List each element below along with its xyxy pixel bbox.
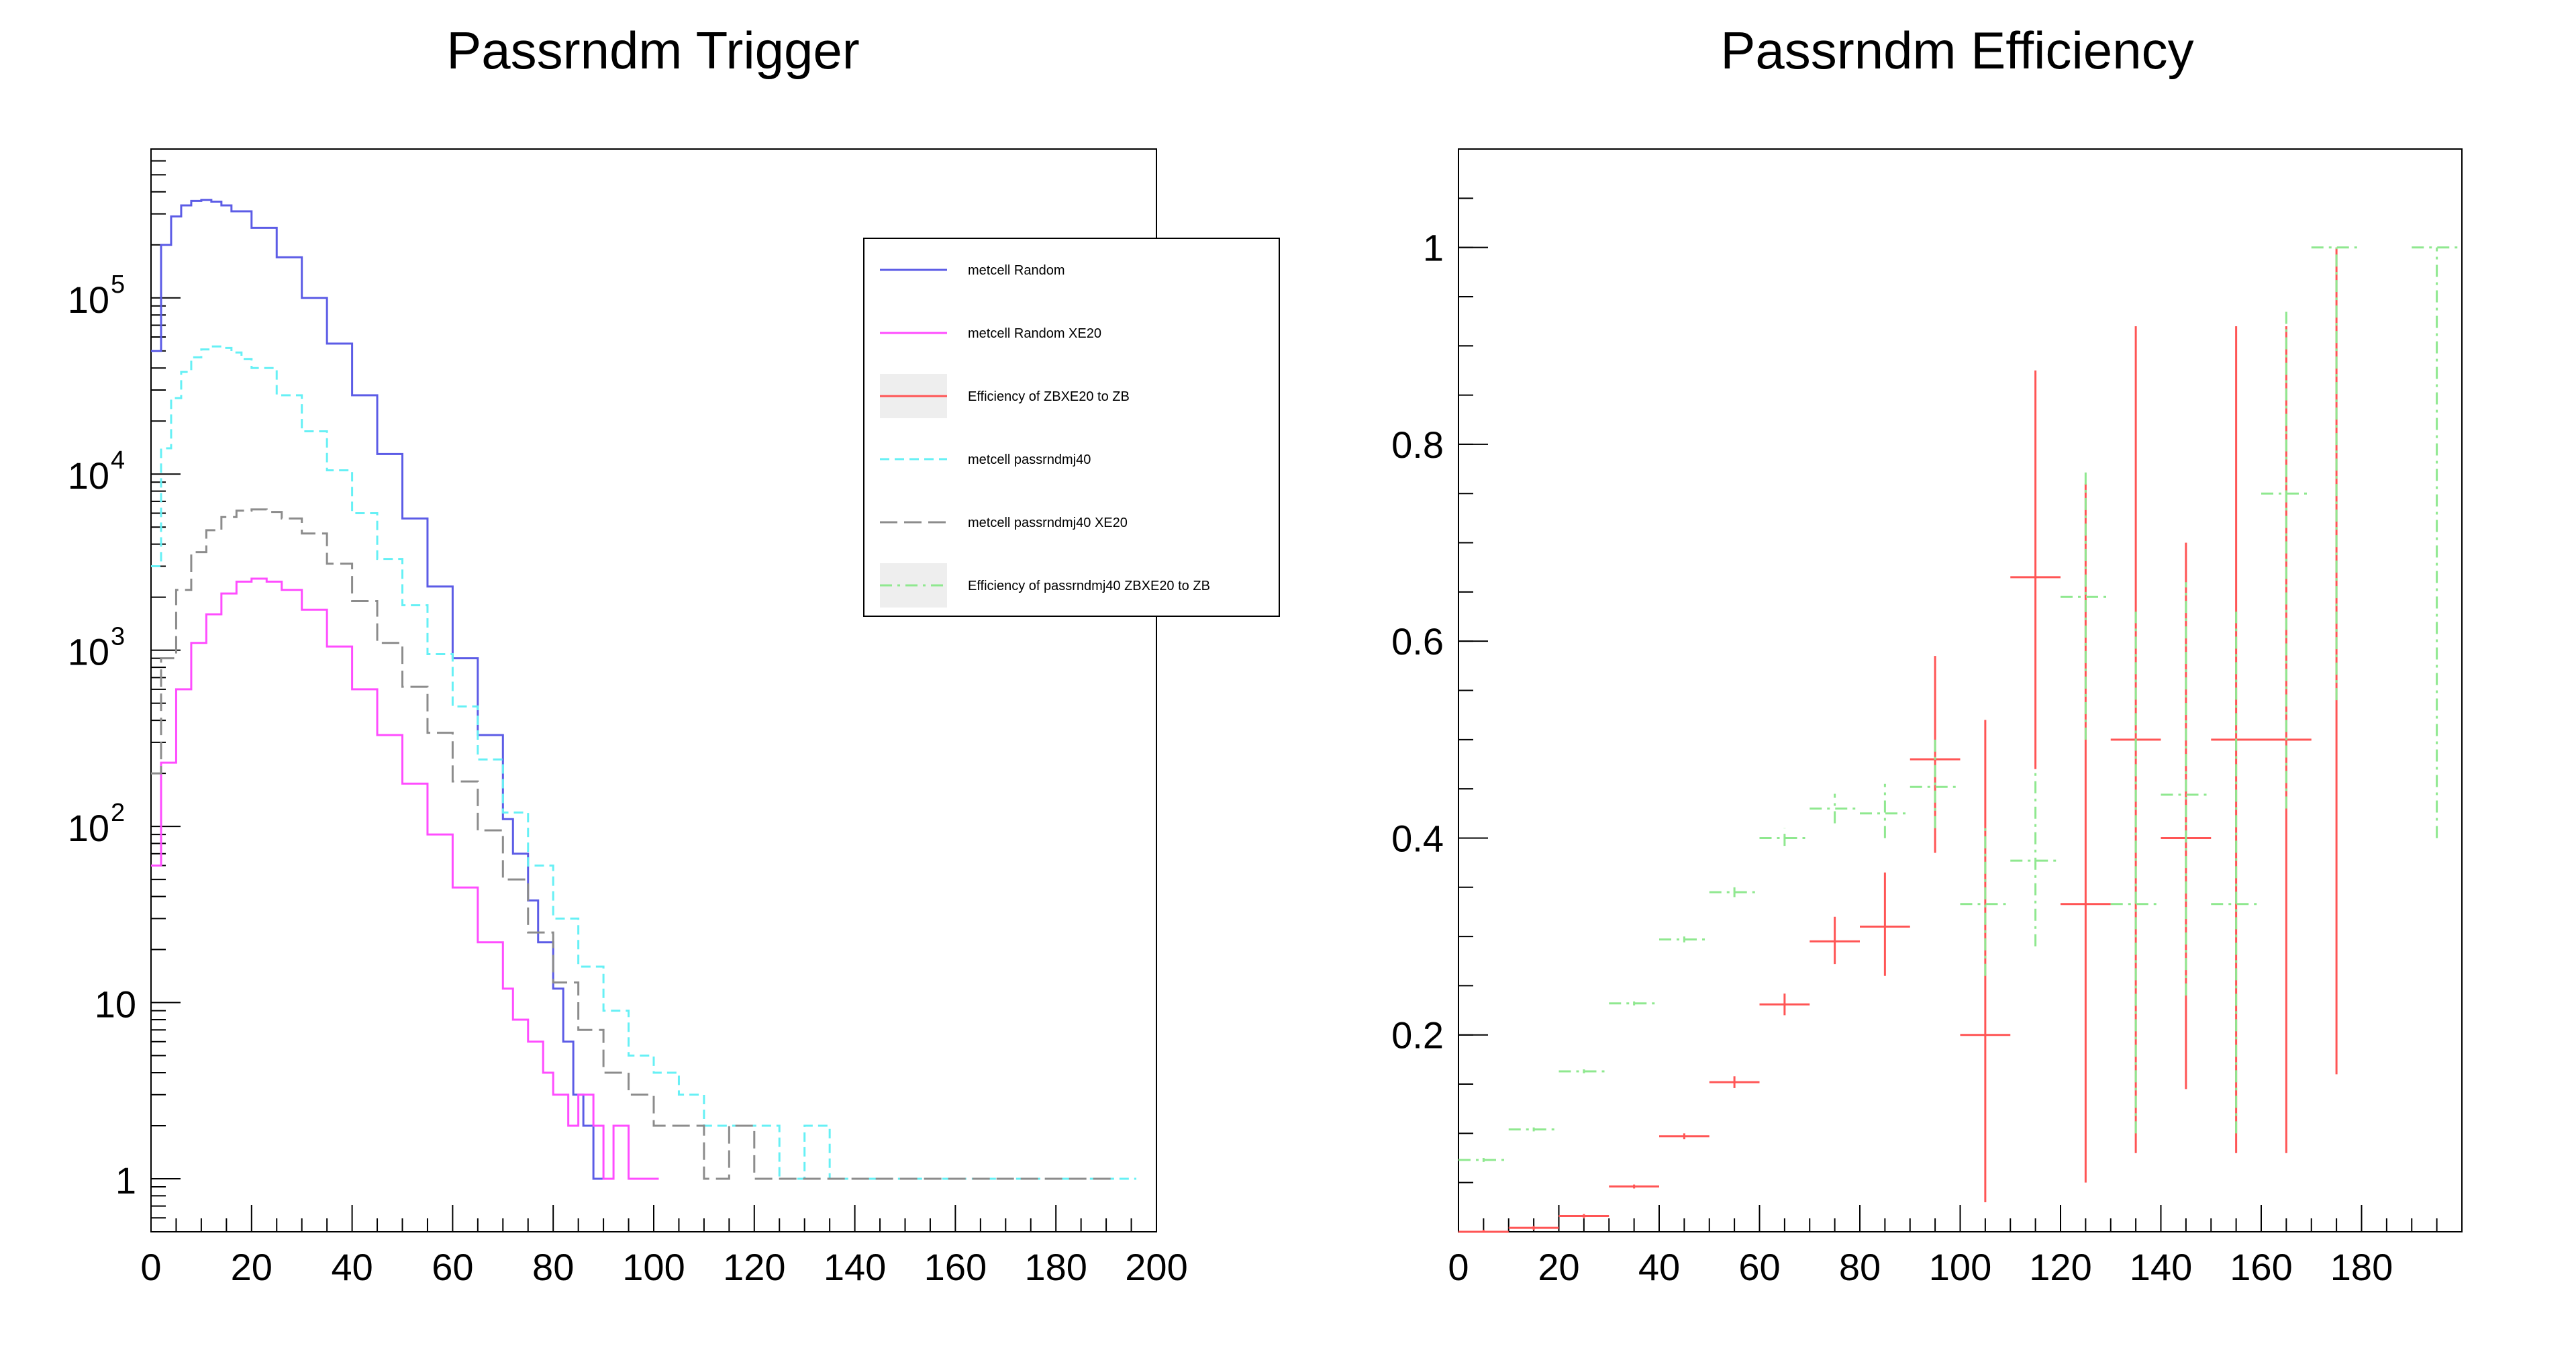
x-tick-label: 100 <box>1929 1246 1991 1288</box>
x-tick-label: 100 <box>622 1246 685 1288</box>
efficiency-point-eff_passrndmj40 <box>1558 1069 1609 1073</box>
x-tick-label: 120 <box>2029 1246 2091 1288</box>
efficiency-point-eff_zb <box>1709 1076 1760 1088</box>
efficiency-point-eff_passrndmj40 <box>1960 828 2011 976</box>
efficiency-point-eff_passrndmj40 <box>2412 246 2462 838</box>
x-tick-label: 180 <box>2330 1246 2393 1288</box>
x-tick-label: 140 <box>824 1246 886 1288</box>
x-tick-label: 0 <box>140 1246 161 1288</box>
series-passrndmj40_xe20 <box>151 508 1111 1180</box>
y-tick-label: 1 <box>115 1159 136 1202</box>
efficiency-point-eff_passrndmj40 <box>1609 1001 1659 1006</box>
y-tick-label: 1 <box>1423 227 1444 269</box>
efficiency-point-eff_zb <box>1759 993 1810 1016</box>
legend-label: Efficiency of ZBXE20 to ZB <box>968 389 1130 404</box>
efficiency-point-eff_zb <box>1558 1214 1609 1218</box>
efficiency-point-eff_zb <box>2010 370 2061 769</box>
legend-label: metcell passrndmj40 <box>968 452 1091 467</box>
y-tick-label: 10 <box>95 983 136 1026</box>
legend-label: metcell passrndmj40 XE20 <box>968 516 1128 530</box>
y-tick-label: 10 <box>68 807 109 849</box>
efficiency-point-eff_passrndmj40 <box>2161 582 2212 996</box>
x-tick-label: 160 <box>2230 1246 2292 1288</box>
x-tick-label: 60 <box>1738 1246 1780 1288</box>
y-tick-label: 10 <box>68 631 109 673</box>
y-tick-exponent: 4 <box>111 446 125 475</box>
x-tick-label: 180 <box>1024 1246 1087 1288</box>
legend-box <box>863 238 1280 617</box>
x-tick-label: 160 <box>924 1246 987 1288</box>
y-tick-exponent: 5 <box>111 271 125 299</box>
x-tick-label: 80 <box>1839 1246 1881 1288</box>
efficiency-point-eff_passrndmj40 <box>1458 1158 1509 1162</box>
efficiency-point-eff_zb <box>1458 1230 1509 1233</box>
right-chart-layer: 0 20 40 60 80 100 120 140 160 180 0.2 0.4 0.6 0.8 1 <box>1391 197 2462 1288</box>
x-tick-label: 80 <box>532 1246 574 1288</box>
legend-label: metcell Random <box>968 263 1065 278</box>
right-chart-title: Passrndm Efficiency <box>1720 21 2194 80</box>
x-tick-label: 140 <box>2130 1246 2192 1288</box>
y-tick-label: 10 <box>68 279 109 321</box>
efficiency-point-eff_passrndmj40 <box>2261 306 2312 809</box>
x-tick-label: 40 <box>331 1246 373 1288</box>
legend-label: metcell Random XE20 <box>968 326 1101 341</box>
y-tick-label: 0.6 <box>1391 620 1444 663</box>
y-tick-label: 0.2 <box>1391 1014 1444 1057</box>
efficiency-point-eff_passrndmj40 <box>2211 612 2261 1134</box>
efficiency-point-eff_zb <box>1860 872 1910 976</box>
efficiency-point-eff_zb <box>2061 483 2111 1183</box>
y-tick-exponent: 2 <box>111 799 125 827</box>
efficiency-point-eff_passrndmj40 <box>1659 936 1710 942</box>
series-random_xe20 <box>151 577 659 1180</box>
efficiency-point-eff_passrndmj40 <box>1810 793 1860 824</box>
legend-label: Efficiency of passrndmj40 ZBXE20 to ZB <box>968 579 1210 593</box>
x-tick-label: 60 <box>432 1246 473 1288</box>
efficiency-point-eff_passrndmj40 <box>2061 469 2111 740</box>
y-tick-label: 0.8 <box>1391 424 1444 466</box>
y-tick-label: 0.4 <box>1391 817 1444 859</box>
efficiency-point-eff_zb <box>1609 1184 1659 1189</box>
y-tick-exponent: 3 <box>111 623 125 651</box>
left-chart-title: Passrndm Trigger <box>446 21 860 80</box>
series-passrndmj40 <box>151 345 1137 1180</box>
efficiency-point-eff_passrndmj40 <box>1759 828 1810 846</box>
efficiency-point-eff_passrndmj40 <box>1860 783 1910 838</box>
x-tick-label: 40 <box>1638 1246 1680 1288</box>
efficiency-point-eff_passrndmj40 <box>2311 246 2362 701</box>
efficiency-point-eff_zb <box>1810 916 1860 965</box>
x-tick-label: 20 <box>1538 1246 1579 1288</box>
series-random <box>151 199 609 1180</box>
right-plot-frame <box>1458 148 2463 1232</box>
efficiency-point-eff_passrndmj40 <box>1910 739 1961 828</box>
legend: metcell Random metcell Random XE20 Efficie… <box>863 238 1280 617</box>
y-tick-label: 10 <box>68 454 109 497</box>
x-tick-label: 120 <box>723 1246 785 1288</box>
efficiency-point-eff_passrndmj40 <box>1508 1127 1559 1132</box>
x-tick-label: 200 <box>1125 1246 1187 1288</box>
x-tick-label: 20 <box>231 1246 273 1288</box>
efficiency-point-eff_passrndmj40 <box>2010 769 2061 946</box>
x-tick-label: 0 <box>1448 1246 1469 1288</box>
efficiency-point-eff_zb <box>1960 720 2011 1203</box>
efficiency-point-eff_zb <box>1508 1226 1559 1230</box>
efficiency-point-eff_passrndmj40 <box>2110 612 2161 1134</box>
efficiency-point-eff_passrndmj40 <box>1709 887 1760 897</box>
efficiency-point-eff_zb <box>1659 1133 1710 1140</box>
